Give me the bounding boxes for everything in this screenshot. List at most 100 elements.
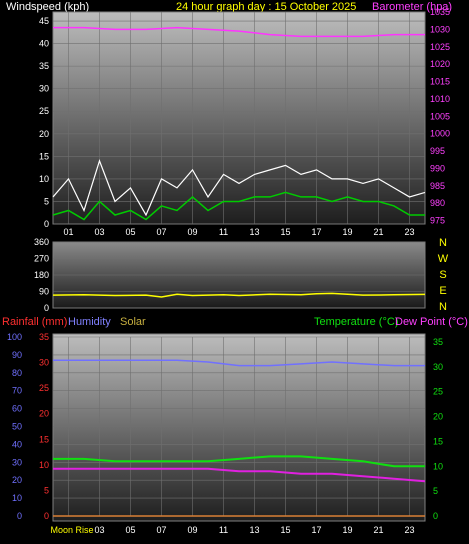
humidity-tick-label: 30 [12, 457, 22, 467]
rainfall-legend: Rainfall (mm) [2, 316, 67, 328]
wind-hour-label: 23 [404, 227, 414, 237]
chart-marks: 0510152025303540459759809859909951000100… [7, 7, 450, 535]
temp-hour-label: 21 [373, 525, 383, 535]
temperature-legend: Temperature (°C) [314, 316, 398, 328]
temperature-line [53, 455, 425, 468]
graph-title: 24 hour graph day : 15 October 2025 [176, 1, 356, 13]
direction-tick-label: 90 [39, 287, 49, 297]
humidity-line [53, 359, 425, 367]
temperature-chart-bg [52, 333, 426, 522]
barometer-tick-label: 980 [430, 198, 445, 208]
compass-label: E [439, 285, 446, 297]
temperature-tick-label: 15 [433, 436, 443, 446]
barometer-line [53, 26, 425, 38]
humidity-tick-label: 80 [12, 368, 22, 378]
temperature-tick-label: 25 [433, 387, 443, 397]
rain-tick-label: 5 [44, 485, 49, 495]
humidity-tick-label: 60 [12, 404, 22, 414]
humidity-tick-label: 20 [12, 475, 22, 485]
direction-tick-label: 0 [44, 303, 49, 313]
wind-tick-label: 30 [39, 84, 49, 94]
barometer-tick-label: 1020 [430, 59, 450, 69]
temperature-tick-label: 35 [433, 337, 443, 347]
compass-label: W [438, 253, 449, 265]
humidity-tick-label: 90 [12, 350, 22, 360]
humidity-tick-label: 0 [17, 511, 22, 521]
temp-hour-label: 03 [94, 525, 104, 535]
temperature-tick-label: 10 [433, 461, 443, 471]
dewpoint-legend: Dew Point (°C) [395, 316, 468, 328]
temp-hour-label: 05 [125, 525, 135, 535]
wind-hour-label: 19 [342, 227, 352, 237]
wind-tick-label: 40 [39, 39, 49, 49]
wind-hour-label: 11 [219, 227, 228, 237]
temp-hour-label: 17 [311, 525, 321, 535]
wind-hour-label: 05 [125, 227, 135, 237]
temp-hour-label: 13 [249, 525, 259, 535]
wind-tick-label: 5 [44, 196, 49, 206]
barometer-tick-label: 1000 [430, 129, 450, 139]
windspeed-axis-label: Windspeed (kph) [6, 1, 89, 13]
barometer-tick-label: 1035 [430, 7, 450, 17]
wind-hour-label: 01 [63, 227, 73, 237]
temperature-tick-label: 0 [433, 511, 438, 521]
barometer-tick-label: 995 [430, 146, 445, 156]
barometer-tick-label: 1005 [430, 111, 450, 121]
direction-tick-label: 180 [34, 270, 49, 280]
temp-hour-label: 23 [404, 525, 414, 535]
rain-tick-label: 0 [44, 511, 49, 521]
wind-hour-label: 03 [94, 227, 104, 237]
rain-tick-label: 15 [39, 434, 49, 444]
rain-tick-label: 20 [39, 409, 49, 419]
dewpoint-line [53, 467, 426, 483]
barometer-tick-label: 1030 [430, 24, 450, 34]
wind-tick-label: 25 [39, 106, 49, 116]
wind-hour-label: 17 [311, 227, 321, 237]
rain-tick-label: 25 [39, 383, 49, 393]
panel2-legend: Rainfall (mm) Humidity Solar Temperature… [2, 316, 468, 328]
humidity-tick-label: 100 [7, 332, 22, 342]
humidity-legend: Humidity [68, 316, 111, 328]
direction-tick-label: 270 [34, 254, 49, 264]
top-header: Windspeed (kph) 24 hour graph day : 15 O… [6, 1, 452, 13]
wind-hour-label: 15 [280, 227, 290, 237]
wind-chart-bg [52, 11, 426, 225]
moon-rise-label: Moon Rise [50, 525, 93, 535]
wind-direction-line [52, 292, 426, 298]
temperature-tick-label: 20 [433, 412, 443, 422]
wind-hour-label: 07 [156, 227, 166, 237]
barometer-tick-label: 975 [430, 216, 445, 226]
compass-label: N [439, 301, 447, 313]
barometer-tick-label: 1010 [430, 94, 450, 104]
rain-tick-label: 30 [39, 358, 49, 368]
temp-hour-label: 11 [219, 525, 228, 535]
wind-average-line [52, 191, 425, 221]
barometer-tick-label: 1025 [430, 42, 450, 52]
rain-tick-label: 10 [39, 460, 49, 470]
temp-hour-label: 19 [342, 525, 352, 535]
solar-legend: Solar [120, 316, 146, 328]
wind-hour-label: 13 [249, 227, 259, 237]
temp-hour-label: 15 [280, 525, 290, 535]
wind-gust-line [52, 159, 426, 217]
wind-hour-label: 09 [187, 227, 197, 237]
barometer-tick-label: 990 [430, 163, 445, 173]
humidity-tick-label: 10 [12, 493, 22, 503]
temperature-tick-label: 30 [433, 362, 443, 372]
temperature-tick-label: 5 [433, 486, 438, 496]
wind-tick-label: 20 [39, 129, 49, 139]
wind-tick-label: 45 [39, 16, 49, 26]
temp-hour-label: 09 [187, 525, 197, 535]
temp-hour-label: 07 [156, 525, 166, 535]
wind-tick-label: 0 [44, 219, 49, 229]
barometer-tick-label: 1015 [430, 77, 450, 87]
direction-tick-label: 360 [34, 237, 49, 247]
compass-label: S [439, 269, 446, 281]
compass-label: N [439, 237, 447, 249]
wind-tick-label: 35 [39, 61, 49, 71]
humidity-tick-label: 70 [12, 386, 22, 396]
barometer-tick-label: 985 [430, 181, 445, 191]
wind-tick-label: 10 [39, 174, 49, 184]
rain-tick-label: 35 [39, 332, 49, 342]
